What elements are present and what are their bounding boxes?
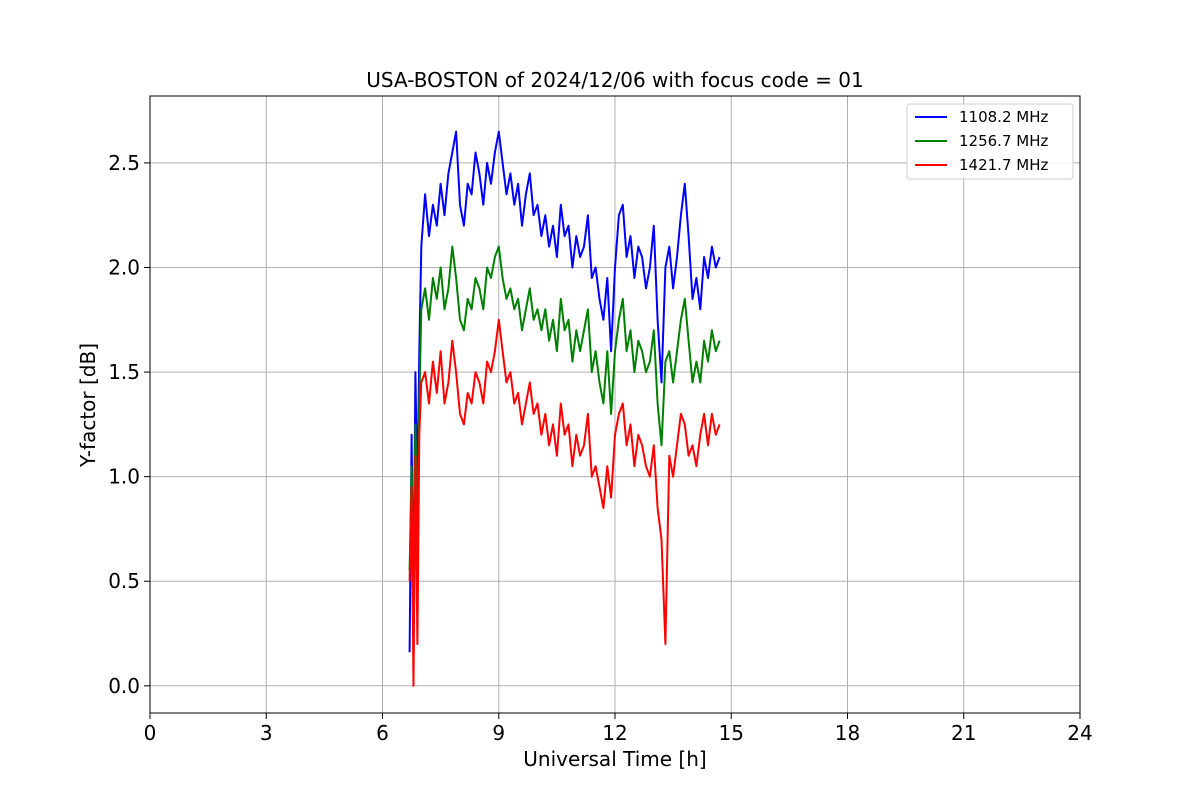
x-axis-label: Universal Time [h] [523,747,706,771]
x-tick-label: 9 [492,721,505,745]
legend-box [906,103,1074,180]
x-tick-label: 24 [1067,721,1092,745]
series-line-3 [408,318,721,687]
legend: 1108.2 MHz 1256.7 MHz 1421.7 MHz [906,103,1074,180]
legend-label: 1256.7 MHz [959,132,1048,150]
x-tick-label: 12 [602,721,627,745]
series-lines [408,130,721,687]
legend-label: 1108.2 MHz [959,108,1048,126]
y-tick-label: 1.0 [108,465,140,489]
x-tick-label: 15 [719,721,744,745]
series-line-2 [408,245,721,593]
y-tick-label: 0.0 [108,674,140,698]
x-tick-label: 18 [835,721,860,745]
y-tick-label: 2.0 [108,256,140,280]
chart-title: USA-BOSTON of 2024/12/06 with focus code… [366,68,863,92]
axis-ticks: 0 3 6 9 12 15 18 21 24 0.0 0.5 1.0 1.5 2.0 2.5 [108,151,1093,745]
y-tick-label: 2.5 [108,151,140,175]
x-tick-label: 21 [951,721,976,745]
y-tick-label: 1.5 [108,360,140,384]
x-tick-label: 0 [144,721,157,745]
x-tick-label: 6 [376,721,389,745]
series-line-1 [408,130,721,653]
grid-lines [149,96,1081,713]
x-tick-label: 3 [260,721,273,745]
legend-label: 1421.7 MHz [959,156,1048,174]
y-axis-label: Y-factor [dB] [76,343,100,468]
y-tick-label: 0.5 [108,569,140,593]
